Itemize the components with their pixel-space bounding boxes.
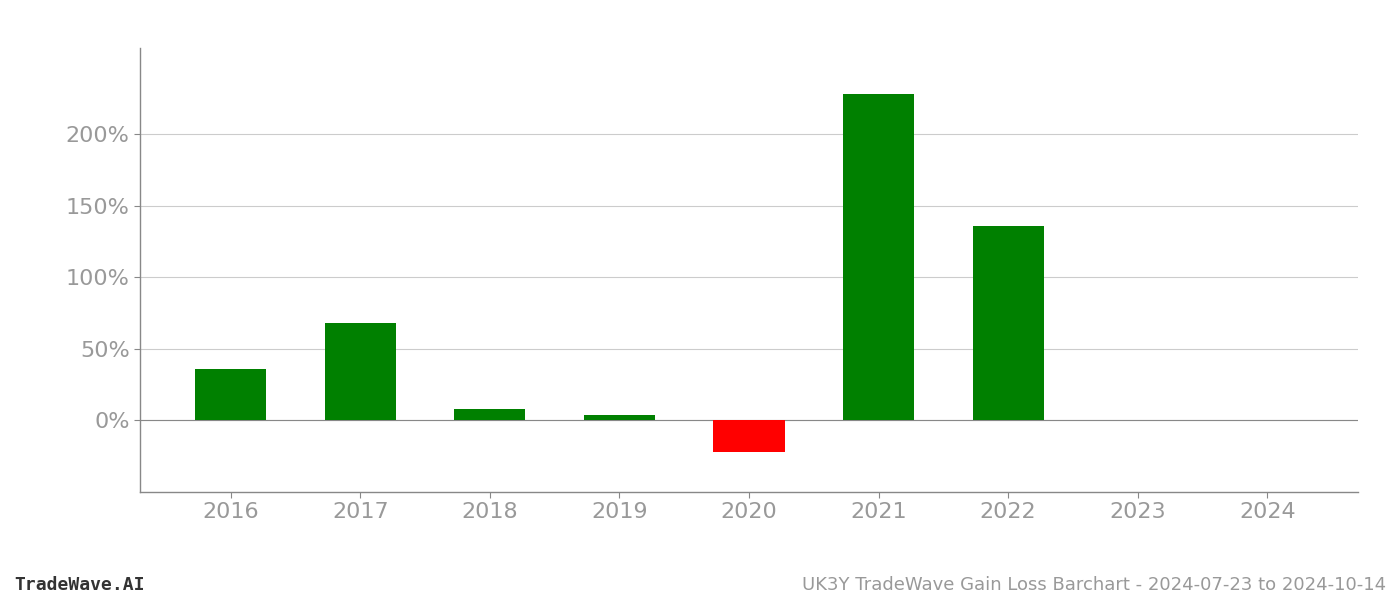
Bar [325, 323, 396, 421]
Bar [714, 421, 784, 452]
Text: TradeWave.AI: TradeWave.AI [14, 576, 144, 594]
Text: UK3Y TradeWave Gain Loss Barchart - 2024-07-23 to 2024-10-14: UK3Y TradeWave Gain Loss Barchart - 2024… [802, 576, 1386, 594]
Bar [195, 369, 266, 421]
Bar [973, 226, 1044, 421]
Bar [454, 409, 525, 421]
Bar [584, 415, 655, 421]
Bar [843, 94, 914, 421]
